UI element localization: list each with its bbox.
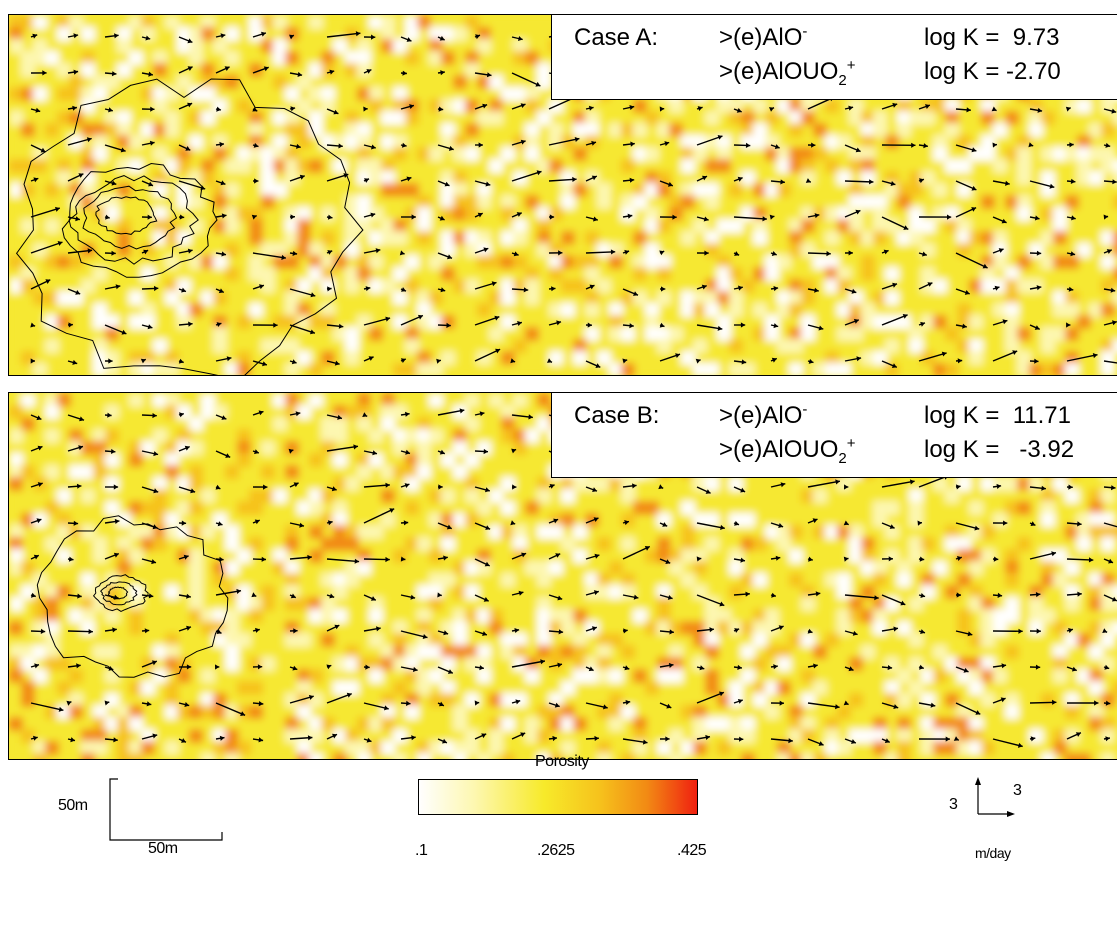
plume-contours	[36, 515, 229, 678]
colorbar-tick-max: .425	[677, 842, 707, 859]
species-1: >(e)AlO-	[719, 23, 808, 51]
porosity-field-b	[9, 393, 1117, 759]
porosity-map-case-a: Case A: >(e)AlO- >(e)AlOUO2+ log K = 9.7…	[8, 14, 1117, 376]
species-1: >(e)AlO-	[719, 401, 808, 429]
log-k-2: log K = -3.92	[924, 436, 1075, 463]
velocity-key-left-value: 3	[949, 796, 958, 813]
scale-horizontal-label: 50m	[148, 840, 178, 857]
colorbar-title: Porosity	[535, 753, 589, 770]
log-k-2: log K = -2.70	[924, 58, 1061, 85]
log-k-1: log K = 9.73	[924, 24, 1060, 51]
arrow-right-icon	[1007, 811, 1015, 817]
arrow-up-icon	[975, 777, 981, 785]
case-a-legend: Case A: >(e)AlO- >(e)AlOUO2+ log K = 9.7…	[551, 15, 1117, 100]
species-2: >(e)AlOUO2+	[719, 57, 856, 89]
scale-vertical-label: 50m	[58, 797, 88, 814]
log-k-1: log K = 11.71	[924, 402, 1071, 429]
plume-contours	[15, 78, 364, 375]
spatial-scale-bar	[109, 778, 223, 841]
case-b-legend: Case B: >(e)AlO- >(e)AlOUO2+ log K = 11.…	[551, 393, 1117, 478]
case-label: Case A:	[574, 24, 659, 51]
colorbar-tick-min: .1	[415, 842, 428, 859]
case-label: Case B:	[574, 402, 660, 429]
porosity-colorbar	[418, 779, 698, 815]
species-2: >(e)AlOUO2+	[719, 435, 856, 467]
porosity-map-case-b: Case B: >(e)AlO- >(e)AlOUO2+ log K = 11.…	[8, 392, 1117, 760]
velocity-key-arrows	[975, 777, 1015, 817]
porosity-cells	[9, 393, 1117, 759]
colorbar-tick-mid: .2625	[537, 842, 575, 859]
velocity-key-right-value: 3	[1013, 782, 1022, 799]
velocity-key-unit: m/day	[975, 845, 1011, 861]
